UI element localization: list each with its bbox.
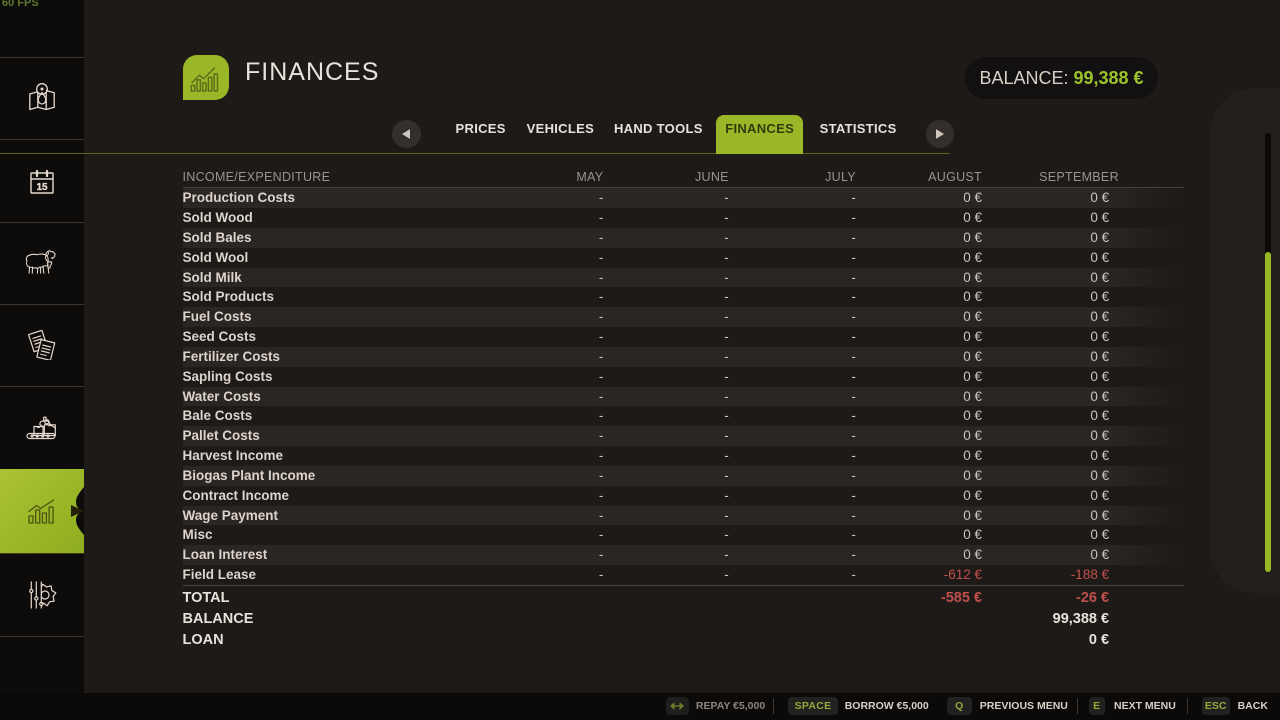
svg-text:15: 15 xyxy=(36,182,48,193)
